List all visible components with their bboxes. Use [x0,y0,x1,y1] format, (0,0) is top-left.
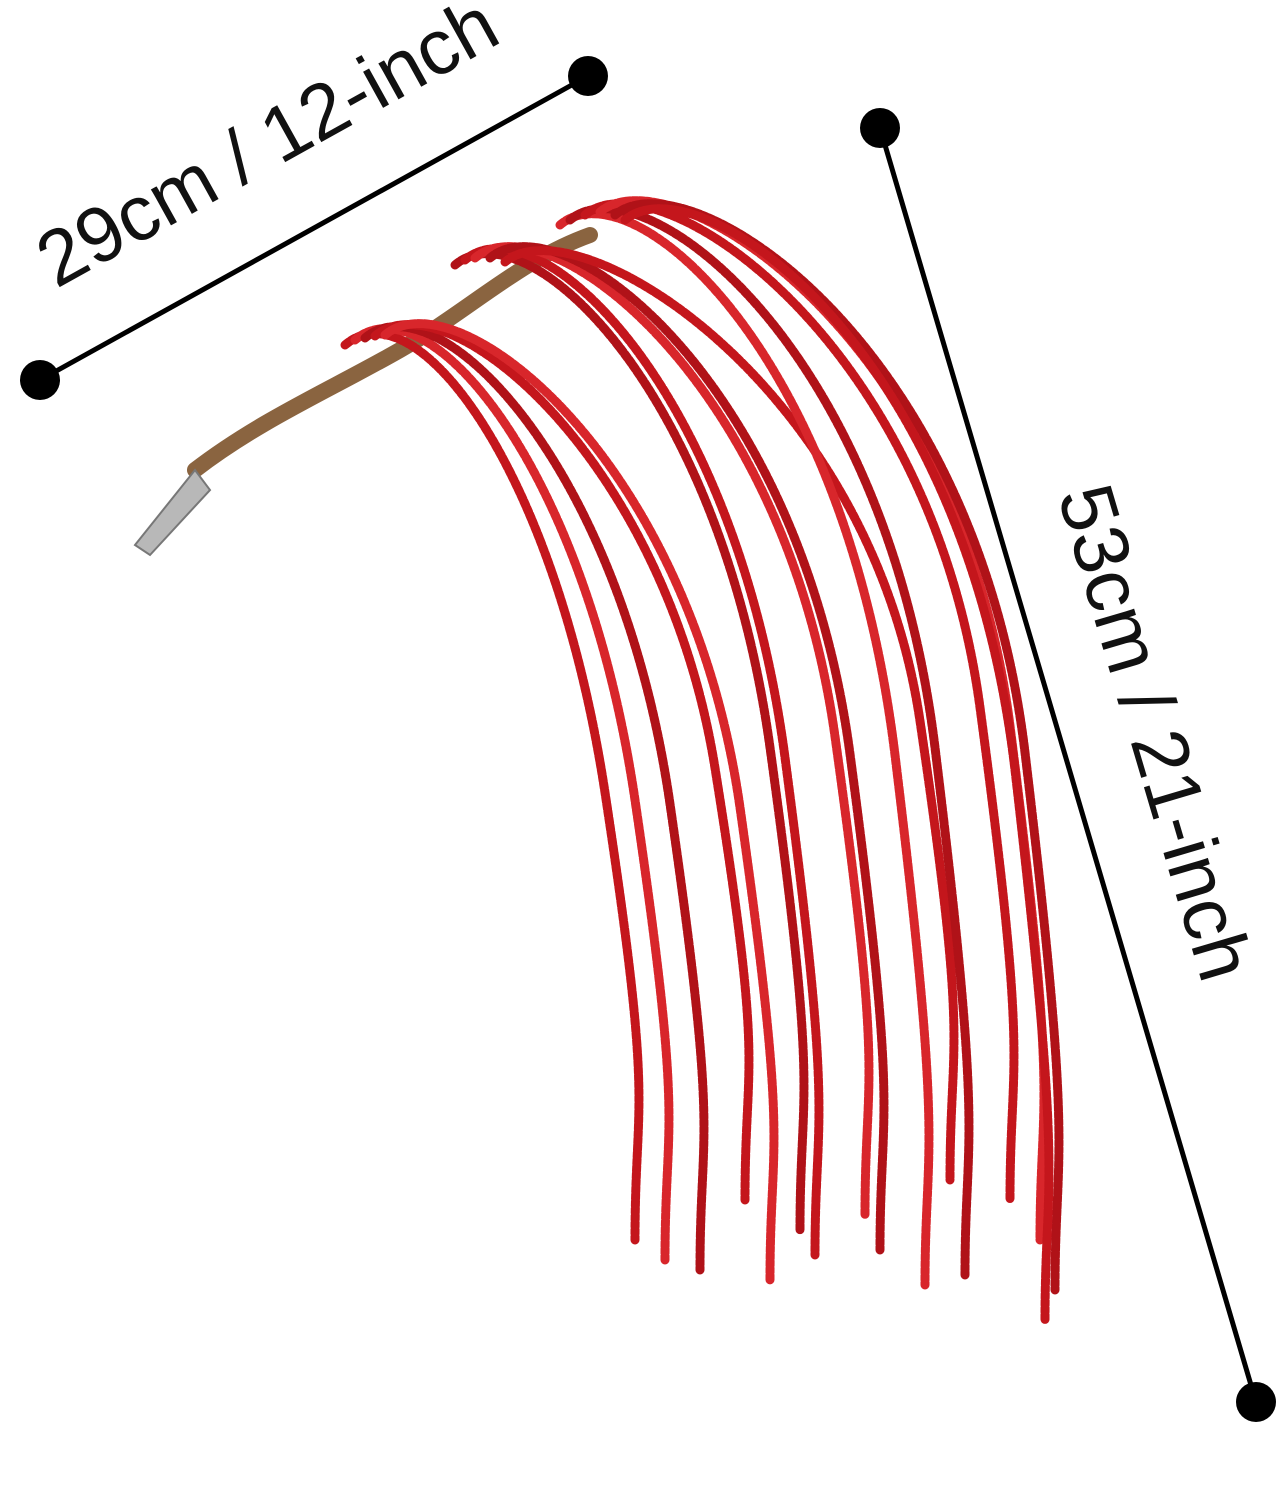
red-strand [555,209,934,1290]
red-strand [340,329,644,1245]
length-label: 53cm / 21-inch [1041,475,1271,991]
red-strand [370,320,754,1205]
red-strand [470,242,874,1220]
red-strand [620,204,1054,1325]
width-end [568,56,608,96]
red-strand [500,246,959,1185]
red-strand [580,199,1019,1205]
red-strand [485,242,889,1255]
branch [133,196,1064,1325]
clip [133,468,212,557]
red-strand [450,249,809,1235]
width-label: 29cm / 12-inch [22,0,512,304]
red-strand [380,319,779,1285]
width-end [20,360,60,400]
red-strand [360,322,709,1275]
length-end [1236,1382,1276,1422]
red-strand [460,244,824,1260]
width-line [38,73,590,383]
length-line [877,127,1259,1403]
red-strand [350,324,674,1265]
red-strand [565,204,974,1280]
length-end [860,108,900,148]
